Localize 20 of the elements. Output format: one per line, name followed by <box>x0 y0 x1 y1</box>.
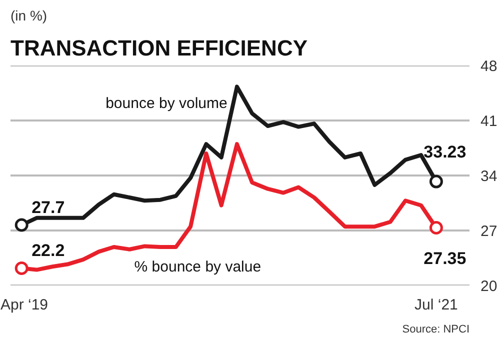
y-tick-label: 48 <box>480 58 498 75</box>
chart-title: TRANSACTION EFFICIENCY <box>10 36 308 60</box>
y-tick-label: 41 <box>480 113 498 130</box>
x-tick-label: Jul ‘21 <box>414 296 458 314</box>
point <box>14 218 28 232</box>
data-label: 22.2 <box>32 241 65 260</box>
series-label: % bounce by value <box>134 258 262 276</box>
point <box>429 221 443 234</box>
source-note: Source: NPCI <box>402 324 470 336</box>
y-tick-label: 20 <box>480 278 498 295</box>
y-tick-label: 27 <box>480 223 498 240</box>
data-label: 27.7 <box>32 198 65 217</box>
x-tick-label: Apr ‘19 <box>0 296 48 314</box>
data-label: 33.23 <box>424 142 466 162</box>
point <box>14 261 28 275</box>
y-axis-title: (in %) <box>10 8 48 24</box>
y-tick-label: 34 <box>480 168 498 185</box>
series-label: bounce by volume <box>106 94 228 112</box>
data-label: 27.35 <box>424 248 466 268</box>
point <box>429 174 443 188</box>
